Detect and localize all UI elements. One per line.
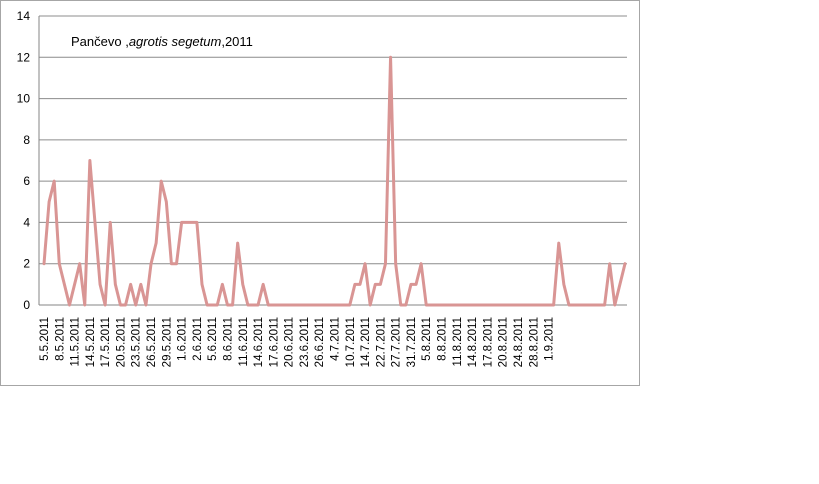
- x-tick-label: 14.6.2011: [253, 317, 265, 367]
- x-tick-label: 23.6.2011: [299, 317, 311, 367]
- x-tick-label: 5.6.2011: [207, 317, 219, 361]
- x-tick-label: 8.5.2011: [54, 317, 66, 361]
- x-tick-label: 11.8.2011: [452, 317, 464, 366]
- x-tick-label: 2.6.2011: [192, 317, 204, 361]
- x-tick-label: 14.5.2011: [85, 317, 97, 367]
- x-tick-label: 17.5.2011: [100, 317, 112, 367]
- y-tick-label: 12: [17, 50, 31, 64]
- title-year: ,2011: [221, 34, 253, 49]
- x-tick-label: 26.5.2011: [146, 317, 158, 367]
- y-tick-label: 10: [17, 92, 31, 106]
- title-species: agrotis segetum: [128, 34, 222, 49]
- x-tick-label: 5.8.2011: [421, 317, 433, 361]
- x-tick-label: 5.5.2011: [39, 317, 51, 361]
- x-tick-label: 24.8.2011: [513, 317, 525, 367]
- x-tick-label: 20.8.2011: [498, 317, 510, 367]
- y-tick-label: 2: [23, 257, 30, 271]
- x-tick-label: 20.5.2011: [115, 317, 127, 367]
- x-tick-label: 1.9.2011: [544, 317, 556, 361]
- chart-area: 0 2 4 6 8 10 12 14 5.5.2011 8.5.2011 11.5.2011 14.5…: [0, 0, 640, 386]
- chart-title: Pančevo ,agrotis segetum,2011: [71, 34, 253, 49]
- x-tick-label: 8.6.2011: [222, 317, 234, 361]
- x-tick-label: 8.8.2011: [437, 317, 449, 361]
- x-tick-label: 29.5.2011: [161, 317, 173, 367]
- x-tick-label: 14.8.2011: [467, 317, 479, 367]
- x-tick-label: 4.7.2011: [330, 317, 342, 361]
- y-tick-label: 8: [23, 133, 30, 147]
- x-tick-label: 17.6.2011: [268, 317, 280, 367]
- x-tick-label: 1.6.2011: [177, 317, 189, 361]
- y-tick-label: 0: [23, 298, 30, 312]
- x-tick-label: 14.7.2011: [360, 317, 372, 367]
- y-tick-label: 14: [17, 9, 31, 23]
- x-tick-label: 27.7.2011: [391, 317, 403, 367]
- x-tick-label: 11.6.2011: [238, 317, 250, 366]
- x-tick-label: 10.7.2011: [345, 317, 357, 367]
- y-tick-label: 4: [23, 215, 30, 229]
- line-chart: 0 2 4 6 8 10 12 14 5.5.2011 8.5.2011 11.5.2011 14.5…: [17, 9, 627, 367]
- title-location: Pančevo ,: [71, 34, 129, 49]
- x-tick-label: 23.5.2011: [131, 317, 143, 367]
- x-tick-label: 22.7.2011: [375, 317, 387, 367]
- x-tick-label: 11.5.2011: [70, 317, 82, 366]
- x-tick-label: 28.8.2011: [528, 317, 540, 367]
- y-tick-label: 6: [23, 174, 30, 188]
- x-tick-label: 26.6.2011: [314, 317, 326, 367]
- x-tick-label: 17.8.2011: [482, 317, 494, 367]
- x-tick-label: 20.6.2011: [284, 317, 296, 367]
- x-tick-label: 31.7.2011: [406, 317, 418, 367]
- series-line: [42, 55, 627, 307]
